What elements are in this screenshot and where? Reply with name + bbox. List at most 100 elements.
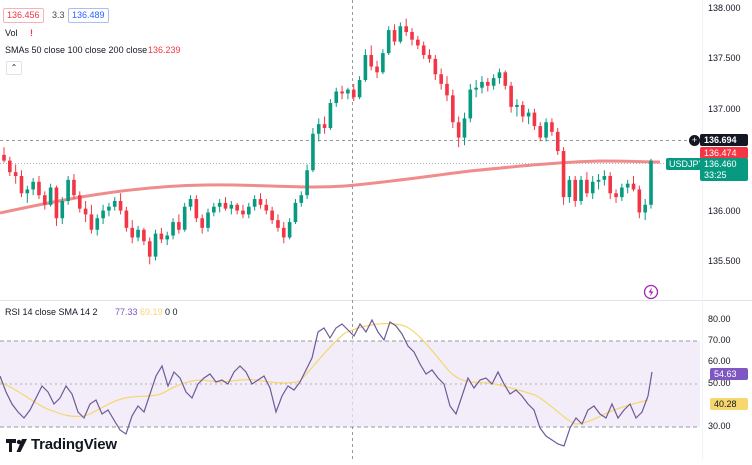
ask-price[interactable]: 136.489	[68, 8, 109, 23]
candle-body	[83, 208, 88, 215]
candle-body	[177, 222, 181, 230]
price-tick: 137.500	[708, 53, 741, 63]
candle-body	[445, 83, 449, 96]
candle-body	[305, 170, 309, 196]
volume-label[interactable]: Vol	[5, 28, 18, 38]
candle-body	[555, 131, 560, 152]
candle-body	[398, 26, 403, 42]
crosshair-price-label: 136.694	[700, 134, 748, 146]
candle-body	[311, 133, 315, 171]
candle-body	[561, 151, 566, 198]
candle-body	[171, 222, 175, 236]
candle-body	[37, 181, 41, 196]
candle-body	[585, 179, 589, 194]
price-tick: 138.000	[708, 3, 741, 13]
rsi-tick: 70.00	[708, 335, 731, 345]
candle-body	[188, 199, 193, 207]
candle-body	[200, 218, 204, 228]
candle-body	[247, 206, 251, 215]
candle-body	[462, 118, 467, 138]
candle-body	[142, 229, 146, 242]
sma-legend-label[interactable]: SMAs 50 close 100 close 200 close	[5, 45, 148, 55]
candle-body	[281, 227, 286, 238]
rsi-extra-value: 0 0	[165, 307, 178, 317]
candle-body	[136, 229, 140, 238]
candle-body	[526, 112, 531, 117]
candle-body	[421, 45, 426, 56]
candle-body	[637, 189, 642, 213]
rsi-tick: 30.00	[708, 421, 731, 431]
candle-body	[77, 195, 82, 209]
candle-body	[235, 204, 239, 211]
candle-body	[60, 200, 65, 219]
candle-body	[468, 89, 473, 119]
candle-body	[532, 112, 537, 127]
candle-body	[474, 87, 478, 90]
price-tick: 137.000	[708, 104, 741, 114]
candle-body	[643, 204, 647, 213]
candle-body	[392, 30, 397, 42]
rsi-sma-line	[0, 322, 649, 425]
candle-body	[66, 179, 70, 201]
candle-body	[328, 103, 333, 128]
candle-body	[2, 154, 6, 161]
candle-body	[112, 200, 117, 207]
candle-body	[620, 187, 624, 198]
plus-circle-icon[interactable]: +	[688, 134, 701, 147]
alert-icon[interactable]: !	[30, 28, 33, 38]
candle-body	[217, 202, 222, 207]
candle-body	[503, 72, 508, 86]
candle-body	[416, 39, 420, 46]
candle-body	[229, 204, 234, 209]
candle-body	[375, 66, 379, 73]
candle-body	[95, 218, 100, 230]
candle-body	[433, 58, 438, 75]
candle-body	[8, 160, 12, 173]
candle-body	[212, 206, 216, 213]
rsi-tick: 50.00	[708, 378, 731, 388]
candle-body	[241, 210, 245, 215]
candle-body	[357, 80, 362, 98]
candle-body	[107, 206, 111, 211]
candle-body	[381, 53, 385, 73]
tradingview-logo-text: TradingView	[31, 436, 117, 453]
candle-body	[439, 74, 443, 84]
chevron-up-icon[interactable]: ⌃	[6, 61, 22, 75]
candle-body	[31, 181, 35, 190]
candle-body	[258, 199, 263, 205]
candle-body	[19, 176, 24, 194]
price-tick: 135.500	[708, 256, 741, 266]
candle-body	[590, 181, 595, 194]
candle-body	[54, 187, 59, 219]
candle-body	[509, 85, 513, 107]
bid-price[interactable]: 136.456	[3, 8, 44, 23]
candle-body	[497, 72, 502, 79]
candle-body	[386, 30, 391, 54]
candle-body	[550, 122, 554, 132]
candle-body	[124, 210, 129, 228]
candle-body	[369, 55, 374, 67]
candle-body	[456, 122, 461, 138]
sma-price-label: 136.474	[700, 147, 748, 159]
candle-body	[48, 187, 53, 205]
current-price-box: 136.460 33:25	[700, 158, 748, 181]
tradingview-logo-icon	[6, 439, 27, 452]
candle-body	[13, 172, 18, 176]
symbol-tag: USDJPY	[666, 158, 708, 170]
candle-body	[206, 212, 210, 228]
candle-body	[223, 202, 228, 209]
countdown-value: 33:25	[704, 170, 727, 180]
rsi-legend-label[interactable]: RSI 14 close SMA 14 2	[5, 307, 98, 317]
rsi-sma-value-tag: 40.28	[710, 398, 748, 410]
candle-body	[491, 78, 496, 86]
candle-body	[520, 104, 525, 117]
candle-body	[485, 81, 490, 86]
lightning-icon[interactable]	[643, 284, 659, 300]
rsi-value-tag: 54.63	[710, 368, 748, 380]
candle-body	[631, 183, 636, 190]
candle-body	[165, 235, 170, 240]
candle-body	[451, 95, 455, 123]
rsi-tick: 80.00	[708, 314, 731, 324]
